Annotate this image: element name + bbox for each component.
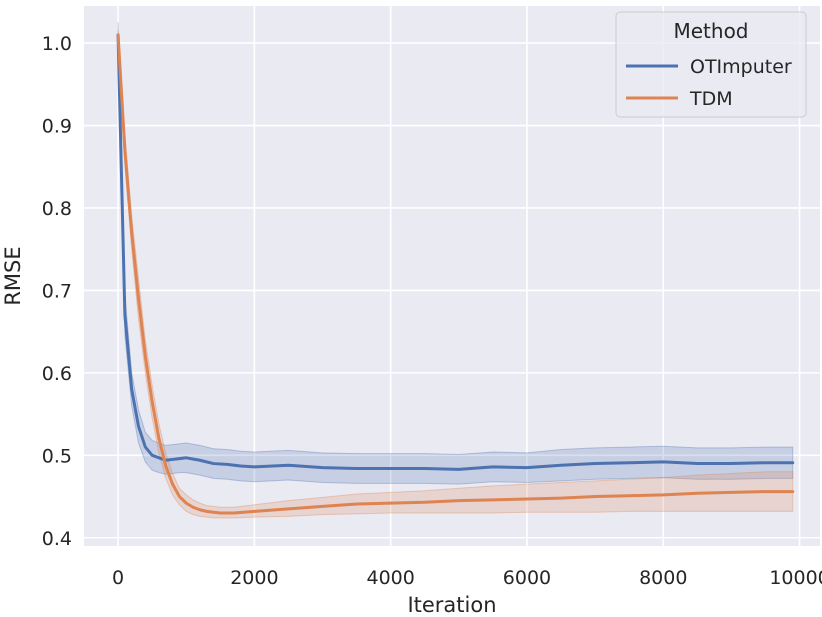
y-tick-label: 0.8	[42, 198, 72, 220]
legend-box	[615, 11, 807, 118]
x-tick-label: 0	[112, 567, 124, 589]
legend-label-tdm: TDM	[689, 88, 733, 110]
y-tick-label: 0.6	[42, 363, 72, 385]
y-tick-labels: 0.4 0.5 0.6 0.7 0.8 0.9 1.0	[42, 33, 72, 550]
y-axis-label: RMSE	[1, 246, 25, 305]
x-tick-label: 2000	[230, 567, 278, 589]
y-tick-label: 0.4	[42, 528, 72, 550]
y-tick-label: 1.0	[42, 33, 72, 55]
grid	[84, 6, 820, 546]
y-tick-label: 0.5	[42, 445, 72, 467]
x-axis-label: Iteration	[407, 593, 496, 617]
x-tick-label: 8000	[639, 567, 687, 589]
y-tick-label: 0.9	[42, 116, 72, 138]
band-otimputer	[117, 22, 794, 485]
legend-label-otimputer: OTImputer	[690, 56, 792, 78]
x-tick-label: 4000	[366, 567, 414, 589]
confidence-bands	[117, 22, 794, 519]
series-lines	[116, 33, 795, 515]
x-tick-label: 6000	[503, 567, 551, 589]
line-tdm	[116, 33, 795, 515]
legend: Method OTImputer TDM	[615, 11, 807, 118]
line-otimputer	[116, 33, 795, 471]
y-tick-label: 0.7	[42, 280, 72, 302]
legend-title: Method	[673, 19, 748, 43]
band-tdm	[117, 30, 794, 519]
